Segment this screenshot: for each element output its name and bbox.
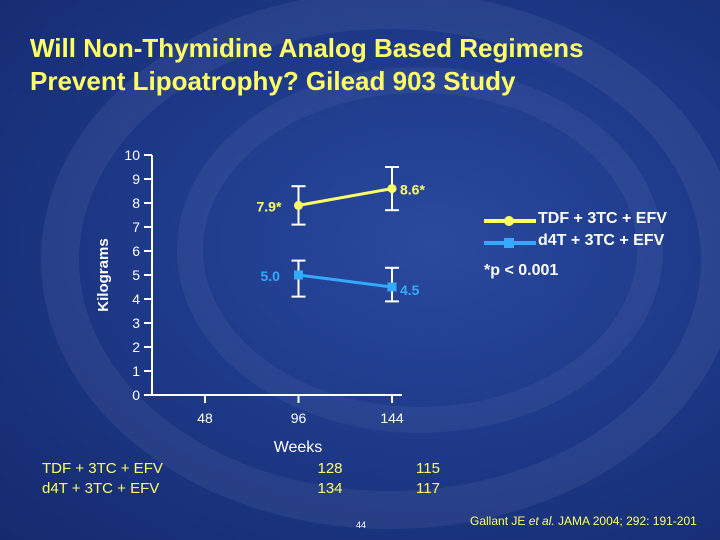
- y-tick-label-4: 4: [132, 291, 140, 307]
- citation-prefix: Gallant JE: [470, 514, 529, 528]
- x-axis-label: Weeks: [274, 439, 323, 456]
- point-d4t-144: [387, 282, 397, 292]
- n-cell-d4t-96: 134: [317, 480, 343, 497]
- p-value-note: *p < 0.001: [484, 262, 559, 279]
- y-tick-label-0: 0: [132, 387, 140, 403]
- n-cell-tdf-144: 115: [416, 460, 440, 477]
- point-tdf-96: [294, 200, 303, 210]
- x-tick-label-144: 144: [380, 410, 404, 426]
- point-tdf-144: [387, 184, 397, 194]
- y-tick-label-3: 3: [132, 315, 140, 331]
- slide-number: 44: [356, 520, 367, 530]
- legend-marker-d4t: [504, 238, 514, 248]
- citation-suffix: JAMA 2004; 292: 191-201: [554, 514, 697, 528]
- y-tick-label-5: 5: [132, 267, 140, 283]
- y-tick-label-9: 9: [132, 171, 140, 187]
- legend-marker-tdf: [504, 216, 514, 226]
- y-tick-label-8: 8: [132, 195, 140, 211]
- x-tick-label-96: 96: [291, 410, 307, 426]
- data-label-tdf-144: 8.6*: [400, 182, 425, 198]
- legend-label-tdf: TDF + 3TC + EFV: [538, 210, 667, 227]
- legend-item-tdf: TDF + 3TC + EFV: [480, 210, 700, 232]
- title-line-2: Prevent Lipoatrophy? Gilead 903 Study: [30, 66, 516, 96]
- slide-title: Will Non-Thymidine Analog Based Regimens…: [30, 32, 710, 98]
- legend-label-d4t: d4T + 3TC + EFV: [538, 232, 665, 249]
- legend-item-d4t: d4T + 3TC + EFV: [480, 232, 700, 254]
- series-line-d4t: [298, 273, 393, 289]
- n-row-label-tdf: TDF + 3TC + EFV: [42, 460, 163, 477]
- y-tick-label-2: 2: [132, 339, 140, 355]
- y-tick-label-6: 6: [132, 243, 140, 259]
- citation-etal: et al.: [528, 514, 555, 528]
- data-label-d4t-144: 4.5: [400, 282, 420, 298]
- y-tick-label-10: 10: [124, 147, 140, 163]
- n-row-label-d4t: d4T + 3TC + EFV: [42, 480, 160, 497]
- title-line-1: Will Non-Thymidine Analog Based Regimens: [30, 33, 584, 63]
- x-tick-label-48: 48: [197, 410, 213, 426]
- data-label-d4t-96: 5.0: [261, 268, 281, 284]
- y-tick-label-1: 1: [132, 363, 140, 379]
- point-d4t-96: [294, 270, 303, 280]
- citation: Gallant JE et al. JAMA 2004; 292: 191-20…: [470, 514, 697, 528]
- n-cell-tdf-96: 128: [317, 460, 343, 477]
- legend: TDF + 3TC + EFV d4T + 3TC + EFV: [480, 210, 700, 254]
- data-label-tdf-96: 7.9*: [257, 198, 282, 214]
- series-line-tdf: [298, 187, 393, 207]
- n-cell-d4t-144: 117: [416, 480, 440, 497]
- y-axis-label: Kilograms: [95, 238, 112, 311]
- y-tick-label-7: 7: [132, 219, 140, 235]
